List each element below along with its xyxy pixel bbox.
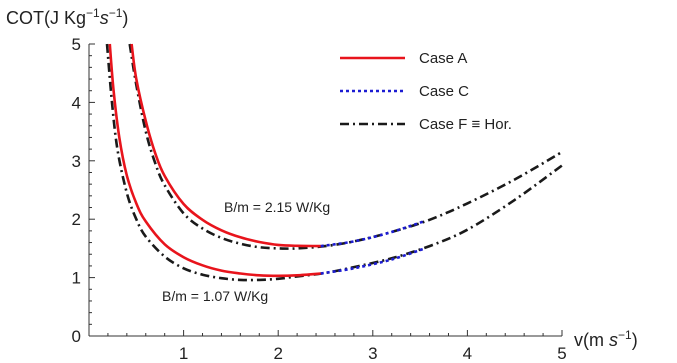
series-line-0 (130, 43, 321, 248)
y-tick-label: 4 (72, 93, 81, 112)
series-line-4 (320, 247, 426, 275)
x-tick-label: 3 (368, 344, 377, 363)
legend-label-case-a: Case A (419, 50, 467, 67)
axes (88, 44, 562, 337)
legend-item-case-f: Case F ≡ Hor. (340, 116, 512, 133)
legend-item-case-a: Case A (340, 50, 467, 67)
y-tick-label: 3 (72, 152, 81, 171)
series-line-1 (320, 219, 426, 248)
x-tick-label: 4 (463, 344, 472, 363)
y-tick-label: 1 (72, 269, 81, 288)
annotation-low-load: B/m = 1.07 W/Kg (162, 288, 268, 304)
y-tick-label: 0 (72, 327, 81, 346)
x-axis-label: v(m s−1) (574, 328, 638, 350)
legend-label-case-c: Case C (419, 83, 469, 100)
x-tick-label: 2 (273, 344, 282, 363)
x-ticks: 1 2 3 4 5 (107, 330, 567, 363)
x-tick-label: 5 (557, 344, 566, 363)
annotation-high-load: B/m = 2.15 W/Kg (224, 199, 330, 215)
y-tick-label: 5 (72, 35, 81, 54)
y-axis-label: COT(J Kg−1s−1) (6, 6, 128, 28)
series-line-2 (128, 43, 563, 250)
x-tick-label: 1 (179, 344, 188, 363)
y-tick-label: 2 (72, 210, 81, 229)
legend: Case A Case C Case F ≡ Hor. (340, 50, 512, 133)
legend-item-case-c: Case C (340, 83, 469, 100)
legend-label-case-f: Case F ≡ Hor. (419, 116, 512, 133)
series-line-5 (105, 43, 563, 282)
series-line-3 (108, 43, 321, 278)
y-ticks: 0 1 2 3 4 5 (72, 35, 95, 346)
curves-layer (105, 43, 563, 282)
